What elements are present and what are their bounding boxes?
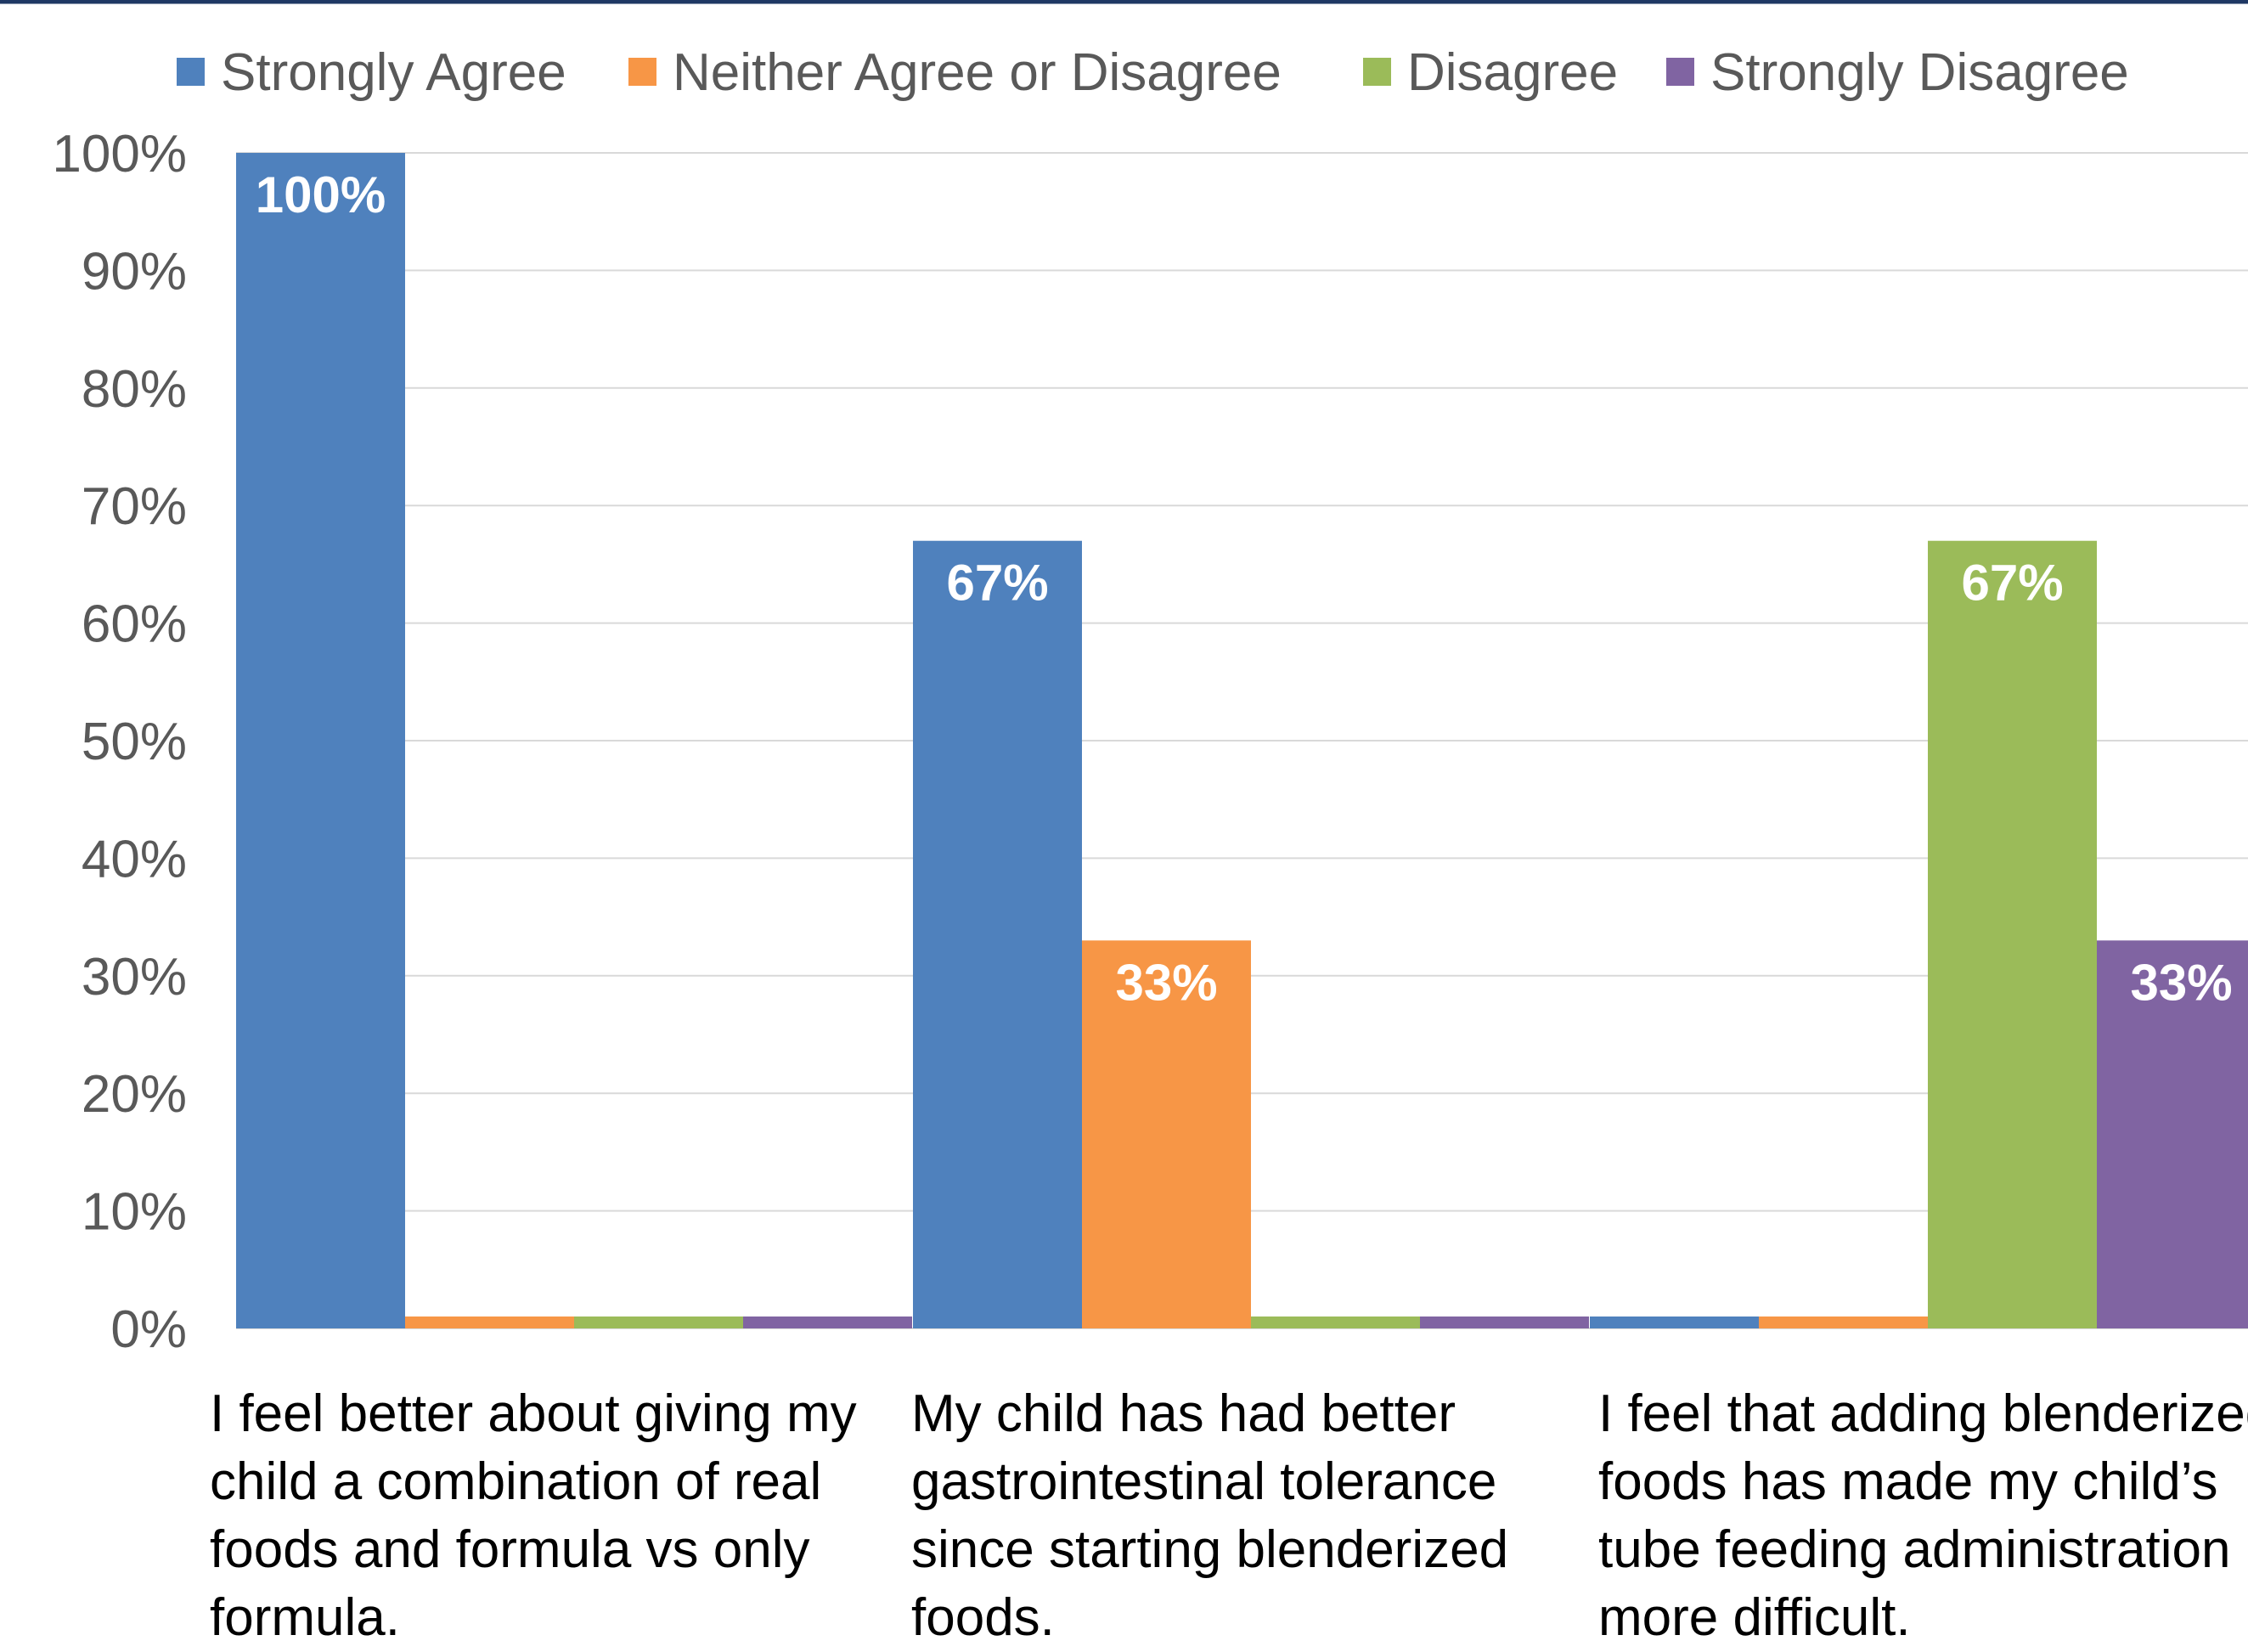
- data-label: 100%: [256, 166, 386, 223]
- y-tick-label: 40%: [82, 830, 187, 888]
- category-label: My child has had better gastrointestinal…: [911, 1384, 1509, 1647]
- legend-swatch: [1363, 58, 1391, 86]
- legend-swatch: [177, 58, 205, 86]
- bar: [743, 1317, 912, 1328]
- data-label: 33%: [1115, 954, 1217, 1011]
- legend-label: Strongly Agree: [221, 43, 566, 102]
- bar: [2097, 940, 2248, 1328]
- y-tick-label: 50%: [82, 713, 187, 771]
- bar: [1082, 940, 1251, 1328]
- bar: [236, 153, 405, 1328]
- bar: [1590, 1317, 1759, 1328]
- y-tick-label: 30%: [82, 948, 187, 1006]
- bar: [1420, 1317, 1589, 1328]
- bar: [405, 1317, 574, 1328]
- category-label: I feel better about giving my child a co…: [210, 1384, 857, 1647]
- y-axis-ticks: 0% 10% 20% 30% 40% 50% 60% 70% 80% 90% 100%: [52, 125, 187, 1359]
- bar: [1251, 1317, 1420, 1328]
- bars: [236, 153, 2248, 1328]
- y-tick-label: 70%: [82, 477, 187, 536]
- y-tick-label: 100%: [52, 125, 187, 183]
- y-tick-label: 10%: [82, 1183, 187, 1242]
- y-tick-label: 80%: [82, 360, 187, 419]
- y-tick-label: 90%: [82, 242, 187, 301]
- data-label: 33%: [2130, 954, 2232, 1011]
- data-labels: 100% 67% 33% 67% 33%: [256, 166, 2233, 1011]
- data-label: 67%: [946, 555, 1048, 612]
- bar: [913, 540, 1082, 1328]
- legend-label: Disagree: [1407, 43, 1618, 102]
- data-label: 67%: [1961, 555, 2063, 612]
- bar: [574, 1317, 743, 1328]
- legend: Strongly Agree Neither Agree or Disagree D…: [177, 43, 2129, 102]
- y-tick-label: 60%: [82, 595, 187, 654]
- y-tick-label: 20%: [82, 1065, 187, 1124]
- legend-swatch: [1666, 58, 1694, 86]
- category-label: I feel that adding blenderized foods has…: [1598, 1384, 2248, 1647]
- legend-swatch: [628, 58, 656, 86]
- legend-label: Strongly Disagree: [1710, 43, 2129, 102]
- bar: [1928, 540, 2097, 1328]
- legend-label: Neither Agree or Disagree: [673, 43, 1282, 102]
- y-tick-label: 0%: [110, 1300, 187, 1359]
- bar: [1759, 1317, 1928, 1328]
